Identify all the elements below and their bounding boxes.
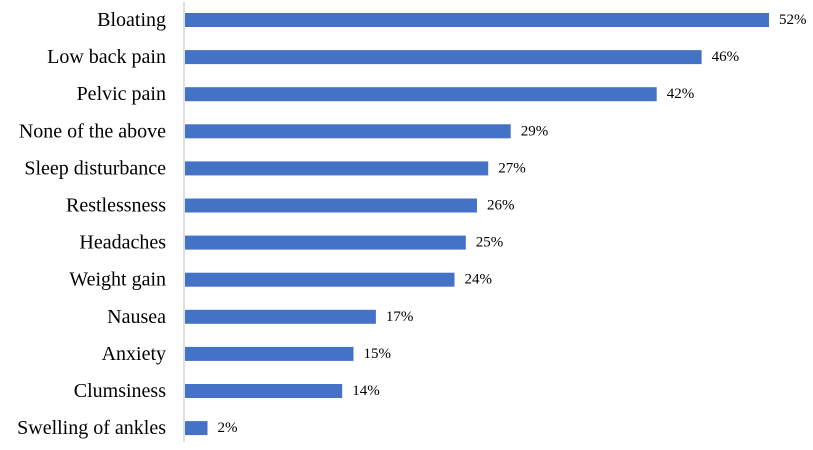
bar-sleep-disturbance (185, 161, 489, 176)
value-label-headaches: 25% (476, 235, 504, 251)
category-label-bloating: Bloating (97, 9, 166, 31)
value-label-clumsiness: 14% (352, 383, 380, 399)
value-labels-group: 52% 46% 42% 29% 27% 26% 25% 24% 17% 15% 14% 2% (218, 12, 807, 436)
category-label-anxiety: Anxiety (102, 343, 166, 365)
value-label-low-back-pain: 46% (712, 49, 740, 65)
bar-bloating (185, 13, 769, 27)
bar-weight-gain (185, 272, 455, 287)
value-label-pelvic-pain: 42% (667, 86, 695, 102)
category-label-weight-gain: Weight gain (69, 269, 166, 291)
value-label-sleep-disturbance: 27% (498, 160, 526, 176)
value-label-none-of-the-above: 29% (521, 123, 549, 139)
value-label-anxiety: 15% (364, 346, 392, 362)
bar-swelling-of-ankles (185, 421, 208, 436)
value-label-weight-gain: 24% (465, 272, 493, 288)
bar-clumsiness (185, 384, 343, 398)
bar-restlessness (185, 198, 477, 213)
bar-nausea (185, 309, 376, 324)
category-label-clumsiness: Clumsiness (74, 380, 166, 402)
category-label-swelling-of-ankles: Swelling of ankles (17, 417, 166, 439)
category-labels-group: Bloating Low back pain Pelvic pain None of … (17, 9, 166, 439)
category-label-restlessness: Restlessness (66, 195, 166, 217)
value-label-bloating: 52% (779, 12, 807, 28)
bar-anxiety (185, 346, 354, 361)
value-label-swelling-of-ankles: 2% (218, 420, 238, 436)
category-label-headaches: Headaches (79, 232, 166, 254)
bars-group (185, 13, 769, 436)
bar-none-of-the-above (185, 124, 511, 139)
bar-headaches (185, 235, 466, 250)
category-label-sleep-disturbance: Sleep disturbance (24, 157, 166, 179)
category-label-pelvic-pain: Pelvic pain (77, 83, 166, 105)
bar-low-back-pain (185, 50, 702, 65)
category-label-nausea: Nausea (107, 306, 166, 328)
category-label-low-back-pain: Low back pain (47, 46, 166, 68)
value-label-restlessness: 26% (487, 198, 515, 214)
bar-pelvic-pain (185, 87, 657, 102)
value-label-nausea: 17% (386, 309, 414, 325)
category-label-none-of-the-above: None of the above (19, 120, 166, 142)
